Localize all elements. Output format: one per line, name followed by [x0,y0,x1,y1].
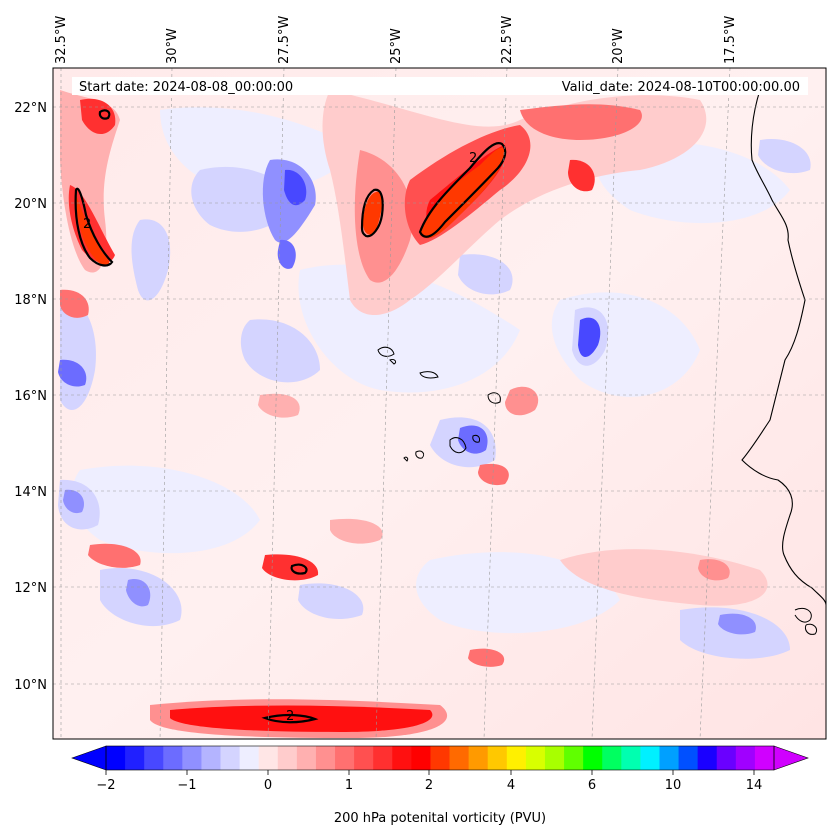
graticule [53,68,826,739]
colorbar-cell [258,746,279,770]
lat-label: 12°N [14,581,47,596]
colorbar-cell [716,746,737,770]
colorbar-frame [105,745,775,771]
latitude-labels: 22°N 20°N 18°N 16°N 14°N 12°N 10°N [14,101,47,693]
longitude-labels: 32.5°W 30°W 27.5°W 25°W 22.5°W 20°W 17.5… [54,16,738,64]
colorbar-cell [335,746,355,770]
contour-label-3: 2 [469,151,477,166]
colorbar-cell [430,746,450,770]
colorbar-cell [239,746,260,770]
colorbar-tick-label: 2 [425,778,433,793]
colorbar-tick-label: 10 [665,778,682,793]
contour-label-2: 2 [286,709,294,724]
lon-label: 25°W [389,28,404,64]
colorbar-min-extend [71,745,107,771]
colorbar-cell [144,746,164,770]
colorbar-cell [544,746,565,770]
colorbar-cell [754,746,775,770]
colorbar-cell [621,746,641,770]
colorbar-max-extend [773,745,809,771]
lat-label: 20°N [14,197,47,212]
colorbar-cells [106,746,775,770]
colorbar-ticks: −2 −1 0 1 2 4 6 10 14 [96,770,762,793]
colorbar-cell [525,746,546,770]
colorbar-cell [468,746,489,770]
colorbar-cell [277,746,298,770]
colorbar-tick-label: −2 [96,778,115,793]
colorbar-cell [354,746,374,770]
colorbar-label: 200 hPa potenital vorticity (PVU) [334,811,546,826]
colorbar-cell [296,746,317,770]
colorbar-tick-label: 0 [264,778,272,793]
colorbar-cell [373,746,393,770]
colorbar-tick-label: 4 [507,778,515,793]
lat-label: 10°N [14,678,47,693]
valid-date-text: Valid_date: 2024-08-10T00:00:00.00 [562,80,800,95]
colorbar-cell [220,746,240,770]
colorbar-cell [583,746,603,770]
colorbar-cell [392,746,412,770]
colorbar-cell [106,746,126,770]
lon-label: 17.5°W [723,16,738,64]
pv-2-contours [74,109,507,724]
lon-label: 30°W [165,28,180,64]
colorbar: −2 −1 0 1 2 4 6 10 14 200 hPa potenital vorticit… [71,745,809,826]
lon-label: 27.5°W [277,16,292,64]
header-box [72,77,808,95]
cape-verde-islands [377,346,501,462]
colorbar-tick-label: 14 [746,778,763,793]
lat-label: 18°N [14,293,47,308]
colorbar-tick-label: 6 [588,778,596,793]
colorbar-cell [411,746,431,770]
colorbar-tick-label: 1 [345,778,353,793]
lon-label: 32.5°W [54,16,69,64]
contour-label-1: 2 [83,217,91,232]
colorbar-cell [163,746,183,770]
lon-label: 20°W [611,28,626,64]
colorbar-cell [678,746,699,770]
colorbar-cell [201,746,221,770]
african-coastline [741,89,826,606]
colorbar-cell [697,746,718,770]
colorbar-cell [487,746,508,770]
colorbar-cell [125,746,145,770]
lat-label: 14°N [14,485,47,500]
high-pv-cores [76,147,505,266]
colorbar-cell [659,746,679,770]
colorbar-cell [735,746,756,770]
colorbar-cell [602,746,622,770]
colorbar-cell [640,746,660,770]
colorbar-cell [315,746,336,770]
coastline-detail [794,607,818,635]
colorbar-cell [182,746,202,770]
lat-label: 16°N [14,389,47,404]
colorbar-cell [449,746,470,770]
map-frame [52,67,827,740]
colorbar-tick-label: −1 [177,778,196,793]
map-panel: 2 2 2 [53,68,826,739]
colorbar-cell [564,746,584,770]
positive-pv-regions [60,90,768,738]
start-date-text: Start date: 2024-08-08_00:00:00 [79,80,293,95]
colorbar-cell [506,746,527,770]
strong-negative-pv-regions [58,159,756,635]
lon-label: 22.5°W [500,16,515,64]
lat-label: 22°N [14,101,47,116]
